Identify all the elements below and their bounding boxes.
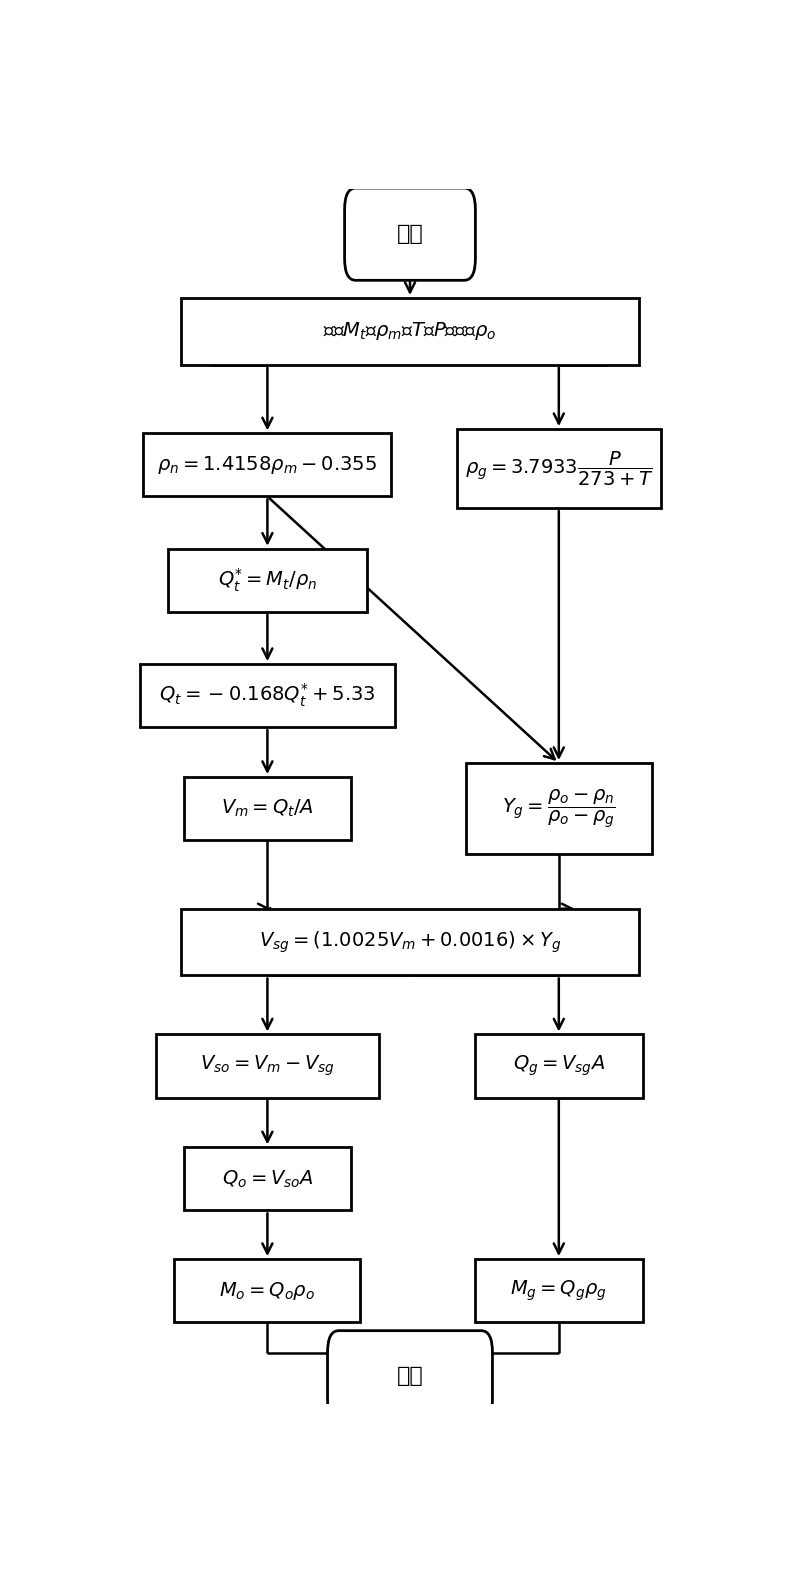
FancyBboxPatch shape (466, 763, 652, 855)
FancyBboxPatch shape (184, 777, 351, 841)
Text: 开始: 开始 (397, 224, 423, 244)
FancyBboxPatch shape (143, 434, 391, 497)
Text: 测得$M_t$、$\rho_m$、$T$、$P$，设置$\rho_o$: 测得$M_t$、$\rho_m$、$T$、$P$，设置$\rho_o$ (323, 320, 497, 342)
Text: $Q_t^{*}=M_t/\rho_n$: $Q_t^{*}=M_t/\rho_n$ (218, 566, 317, 595)
Text: $M_o=Q_o\rho_o$: $M_o=Q_o\rho_o$ (219, 1279, 315, 1301)
Text: $\rho_n=1.4158\rho_m-0.355$: $\rho_n=1.4158\rho_m-0.355$ (158, 454, 378, 476)
FancyBboxPatch shape (327, 1331, 493, 1421)
Text: $Q_g=V_{sg}A$: $Q_g=V_{sg}A$ (513, 1053, 605, 1079)
Text: $Q_t=-0.168Q_t^{*}+5.33$: $Q_t=-0.168Q_t^{*}+5.33$ (159, 681, 376, 710)
Text: 结束: 结束 (397, 1366, 423, 1386)
FancyBboxPatch shape (345, 188, 475, 281)
FancyBboxPatch shape (184, 1148, 351, 1211)
Text: $V_{sg}=(1.0025V_m+0.0016)\times Y_g$: $V_{sg}=(1.0025V_m+0.0016)\times Y_g$ (259, 929, 561, 954)
FancyBboxPatch shape (457, 429, 661, 508)
Text: $V_{so}=V_m-V_{sg}$: $V_{so}=V_m-V_{sg}$ (200, 1053, 335, 1079)
Text: $V_m=Q_t/A$: $V_m=Q_t/A$ (221, 798, 314, 818)
FancyBboxPatch shape (140, 664, 394, 727)
Text: $Q_o=V_{so}A$: $Q_o=V_{so}A$ (222, 1169, 313, 1189)
Text: $\rho_g=3.7933\dfrac{P}{273+T}$: $\rho_g=3.7933\dfrac{P}{273+T}$ (465, 449, 653, 487)
FancyBboxPatch shape (475, 1258, 642, 1322)
FancyBboxPatch shape (174, 1258, 361, 1322)
FancyBboxPatch shape (168, 549, 366, 612)
FancyBboxPatch shape (181, 298, 639, 364)
Text: $M_g=Q_g\rho_g$: $M_g=Q_g\rho_g$ (510, 1279, 607, 1303)
Text: $Y_g=\dfrac{\rho_o-\rho_n}{\rho_o-\rho_g}$: $Y_g=\dfrac{\rho_o-\rho_n}{\rho_o-\rho_g… (502, 787, 616, 830)
FancyBboxPatch shape (181, 908, 639, 976)
FancyBboxPatch shape (475, 1035, 642, 1098)
FancyBboxPatch shape (156, 1035, 379, 1098)
